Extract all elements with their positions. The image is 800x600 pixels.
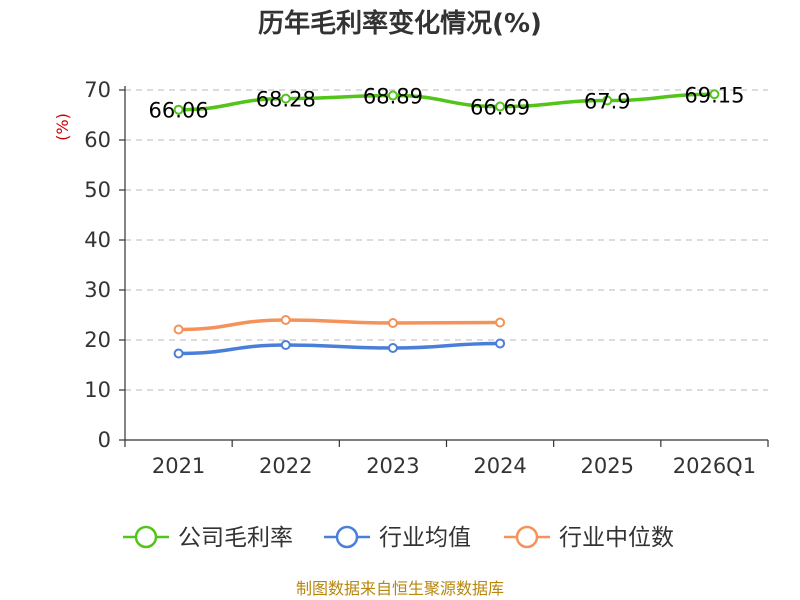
x-tick-label-2025: 2025: [581, 454, 634, 478]
data-label-4: 67.9: [584, 90, 631, 114]
series-1-point-0: [173, 348, 184, 359]
y-tick-label-70: 70: [84, 78, 111, 102]
y-axis-label: (%): [53, 113, 72, 141]
series-2-point-2: [387, 318, 398, 328]
legend-marker-1: [335, 525, 359, 549]
chart-title: 历年毛利率变化情况(%): [258, 8, 542, 39]
axes: 0 10 20 30 40 50 60 70 2021 2022 2023 2024 2025 2026Q…: [84, 78, 769, 478]
x-tick-label-2021: 2021: [152, 454, 205, 478]
series-0-point-4: [602, 95, 613, 106]
series-0-point-3: [495, 101, 506, 112]
data-label-0: 66.06: [149, 99, 209, 123]
series-0-point-5: [709, 89, 720, 100]
data-label-2: 68.89: [363, 85, 423, 109]
series-1-point-3: [495, 338, 506, 349]
y-tick-label-30: 30: [84, 278, 111, 302]
grid-lines: [125, 89, 768, 391]
series-2-point-0: [173, 324, 184, 335]
legend-label-0: 公司毛利率: [178, 525, 293, 551]
series-0-point-0: [173, 104, 184, 115]
legend-label-2: 行业中位数: [559, 525, 674, 551]
x-tick-label-2024: 2024: [473, 454, 526, 478]
legend: 公司毛利率 行业均值 行业中位数: [123, 525, 674, 551]
y-tick-label-40: 40: [84, 228, 111, 252]
series-line-1: [178, 341, 501, 356]
y-tick-label-20: 20: [84, 328, 111, 352]
series-0-point-2: [387, 90, 398, 101]
y-tick-label-10: 10: [84, 378, 111, 402]
series-line-2: [178, 318, 501, 332]
y-tick-label-0: 0: [98, 428, 111, 452]
y-tick-label-50: 50: [84, 178, 111, 202]
series-2-point-1: [280, 315, 291, 325]
series-layer: [173, 89, 720, 359]
data-labels: 66.06 68.28 68.89 66.69 67.9 69.15: [149, 83, 745, 122]
legend-marker-2: [515, 525, 539, 549]
series-2-point-3: [495, 317, 506, 328]
x-tick-label-2023: 2023: [366, 454, 419, 478]
data-label-5: 69.15: [684, 83, 744, 107]
series-1-point-2: [387, 343, 398, 353]
legend-marker-0: [134, 525, 158, 549]
series-line-0: [178, 92, 715, 112]
x-tick-label-2022: 2022: [259, 454, 312, 478]
data-label-3: 66.69: [470, 96, 530, 120]
legend-label-1: 行业均值: [379, 525, 471, 551]
y-tick-label-60: 60: [84, 128, 111, 152]
x-tick-label-2026Q1: 2026Q1: [673, 454, 756, 478]
data-label-1: 68.28: [256, 88, 316, 112]
source-note: 制图数据来自恒生聚源数据库: [296, 579, 504, 598]
series-1-point-1: [280, 340, 291, 350]
series-0-point-1: [280, 93, 291, 104]
